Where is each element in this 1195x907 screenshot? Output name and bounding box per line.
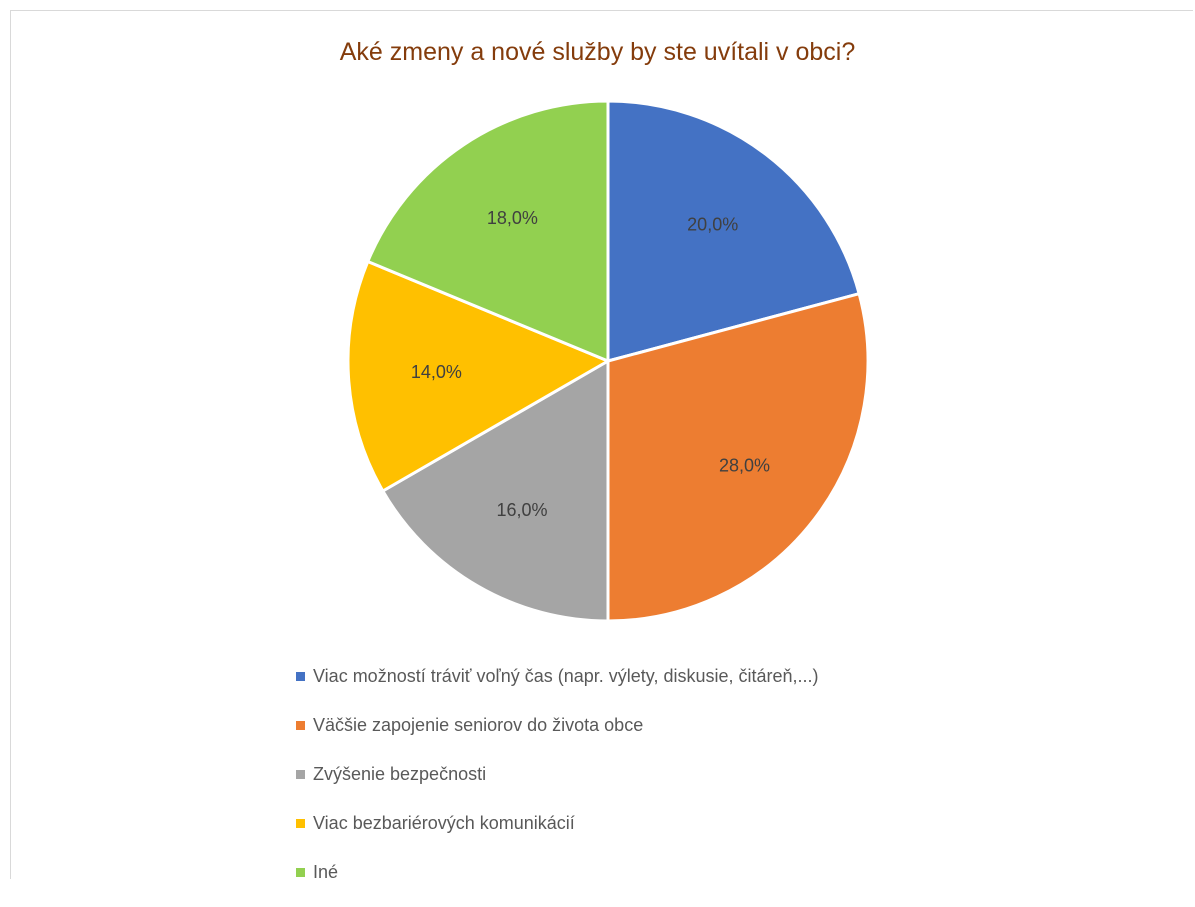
pie-chart: 20,0% 28,0% 16,0% 14,0% 18,0% [346,99,870,623]
legend-label: Väčšie zapojenie seniorov do života obce [313,714,644,735]
legend-item: Viac možností tráviť voľný čas (napr. vý… [296,662,819,690]
legend-item: Väčšie zapojenie seniorov do života obce [296,711,819,739]
pie-slice [606,99,861,363]
chart-title: Aké zmeny a nové služby by ste uvítali v… [339,38,856,66]
legend-swatch [296,769,305,779]
legend: Viac možností tráviť voľný čas (napr. vý… [296,662,819,907]
data-label: 14,0% [411,362,462,382]
pie-slice [346,259,612,494]
pie-slice [380,358,610,623]
legend-item: Zvýšenie bezpečnosti [296,760,819,788]
legend-swatch [296,720,305,730]
legend-label: Zvýšenie bezpečnosti [313,763,487,784]
data-label: 20,0% [687,215,738,235]
legend-item: Viac bezbariérových komunikácií [296,809,819,837]
legend-label: Viac možností tráviť voľný čas (napr. vý… [313,665,819,686]
data-label: 18,0% [487,208,538,228]
data-label: 16,0% [496,500,547,520]
legend-label: Iné [313,861,339,882]
legend-swatch [296,867,305,877]
legend-swatch [296,818,305,828]
pie-slice [606,291,870,623]
pie-slice [365,99,610,364]
data-label: 28,0% [719,456,770,476]
legend-item: Iné [296,858,819,886]
legend-swatch [296,671,305,681]
legend-label: Viac bezbariérových komunikácií [313,812,575,833]
